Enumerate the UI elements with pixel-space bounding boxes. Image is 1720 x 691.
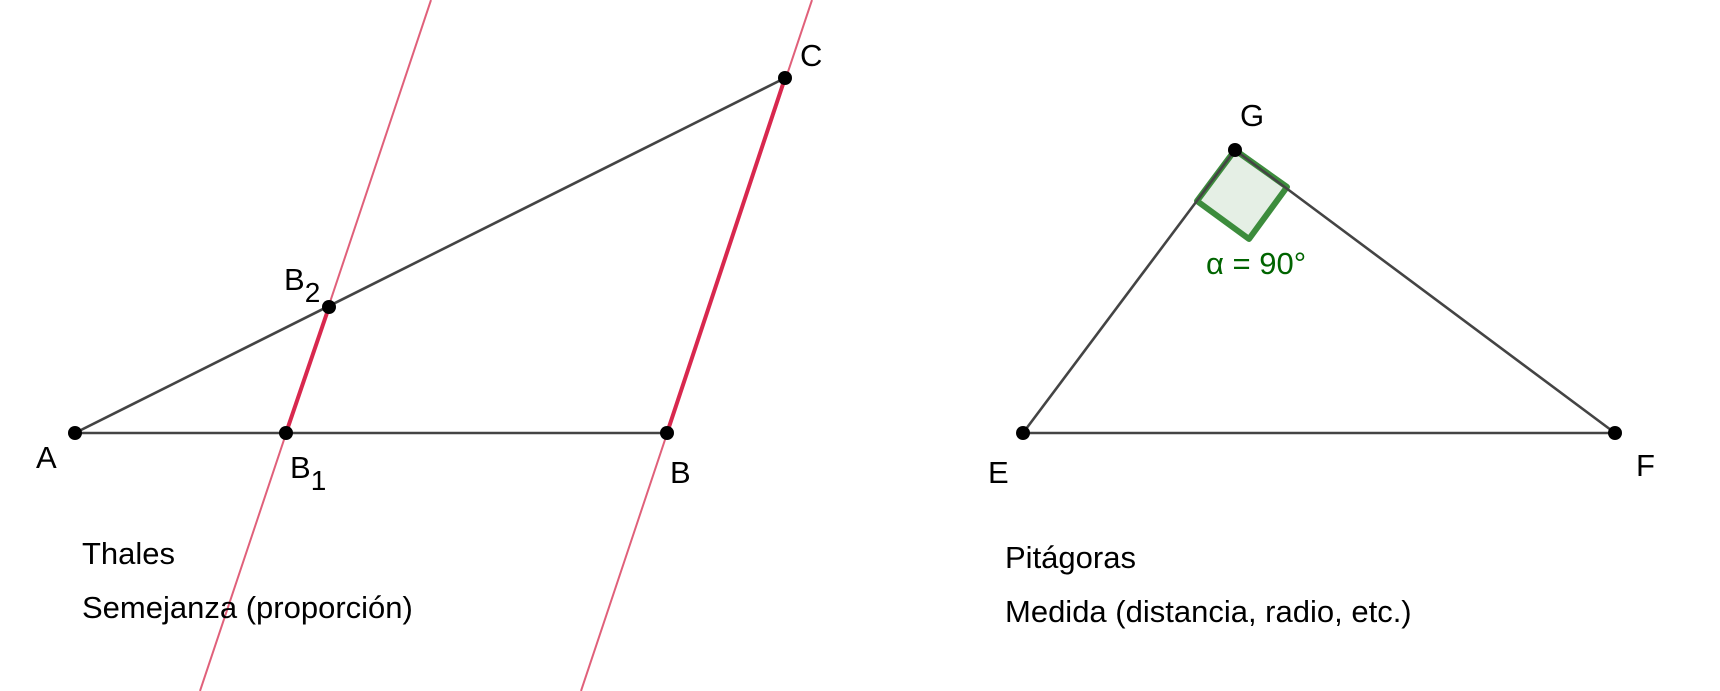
point: [1608, 426, 1622, 440]
segment-b1b2: [284, 306, 331, 434]
caption-subtitle: Semejanza (proporción): [82, 590, 413, 625]
point-label: B2: [284, 262, 320, 308]
segment-bc: [665, 77, 787, 434]
point: [279, 426, 293, 440]
angle-label: α = 90°: [1206, 246, 1306, 281]
point: [778, 71, 792, 85]
point: [322, 300, 336, 314]
point-label: B1: [290, 450, 326, 496]
point-label: E: [988, 455, 1009, 490]
point: [68, 426, 82, 440]
caption-title: Pitágoras: [1005, 540, 1136, 575]
right-angle-mark: [1194, 147, 1290, 242]
segment-fg: [1234, 148, 1616, 435]
point-label: B: [284, 262, 305, 297]
point-label: F: [1636, 448, 1655, 483]
point-label: G: [1240, 98, 1264, 133]
subscript: 1: [311, 465, 327, 496]
segment-eg: [1021, 149, 1237, 434]
segment-ac: [74, 76, 786, 435]
subscript: 2: [305, 277, 321, 308]
point-label: B: [670, 455, 691, 490]
point: [1228, 143, 1242, 157]
point: [660, 426, 674, 440]
caption-subtitle: Medida (distancia, radio, etc.): [1005, 594, 1412, 629]
point-label: A: [36, 440, 57, 475]
caption-title: Thales: [82, 536, 175, 571]
point: [1016, 426, 1030, 440]
point-label: C: [800, 38, 822, 73]
point-label: B: [290, 450, 311, 485]
